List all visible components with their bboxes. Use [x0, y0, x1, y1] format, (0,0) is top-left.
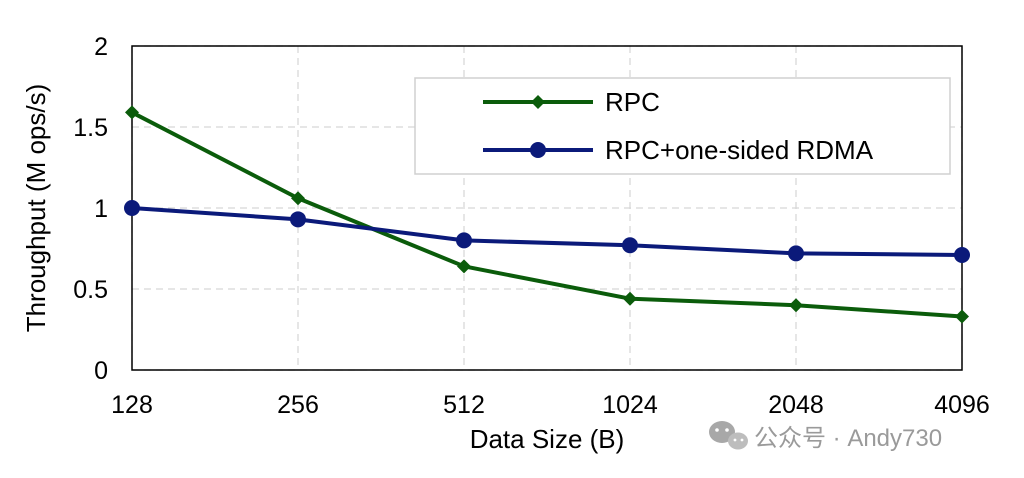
legend-entry: RPC+one-sided RDMA [483, 135, 874, 165]
legend-marker [530, 142, 546, 158]
series-line [131, 110, 963, 319]
data-point [954, 246, 970, 263]
x-tick-label: 128 [111, 391, 153, 419]
legend-box [414, 77, 951, 175]
data-point [457, 259, 471, 274]
y-tick-label: 0 [94, 357, 108, 385]
x-tick-label: 2048 [768, 391, 824, 419]
series-group [124, 105, 970, 324]
data-point [456, 232, 472, 249]
data-point [124, 200, 140, 216]
x-tick-label: 512 [443, 391, 485, 419]
data-point [955, 309, 969, 324]
data-point [290, 211, 306, 228]
data-point [788, 245, 804, 262]
data-point [125, 105, 139, 120]
x-tick-label: 1024 [602, 391, 658, 419]
legend-marker [531, 95, 545, 109]
x-axis-ticks: 128 256 512 1024 2048 4096 [111, 391, 990, 419]
y-tick-label: 1 [94, 195, 108, 223]
series-2 [124, 200, 970, 263]
y-axis-title: Throughput (M ops/s) [21, 84, 51, 333]
y-tick-label: 2 [94, 33, 108, 61]
legend-label: RPC [605, 87, 660, 117]
wechat-icon [709, 421, 748, 450]
x-tick-label: 4096 [934, 391, 990, 419]
y-axis-ticks: 0 0.5 1 1.5 2 [73, 33, 108, 385]
series-line [131, 206, 963, 257]
data-point [623, 291, 637, 306]
x-tick-label: 256 [277, 391, 319, 419]
y-tick-label: 0.5 [73, 276, 108, 304]
watermark-text: 公众号 · Andy730 [754, 425, 942, 452]
watermark: 公众号 · Andy730 [709, 421, 942, 452]
series-1 [125, 105, 969, 324]
y-tick-label: 1.5 [73, 114, 108, 142]
legend: RPC RPC+one-sided RDMA [414, 77, 951, 175]
data-point [291, 191, 305, 206]
legend-label: RPC+one-sided RDMA [605, 135, 874, 165]
x-axis-title: Data Size (B) [470, 424, 625, 454]
legend-entry: RPC [483, 87, 660, 117]
data-point [789, 298, 803, 313]
data-point [622, 237, 638, 254]
